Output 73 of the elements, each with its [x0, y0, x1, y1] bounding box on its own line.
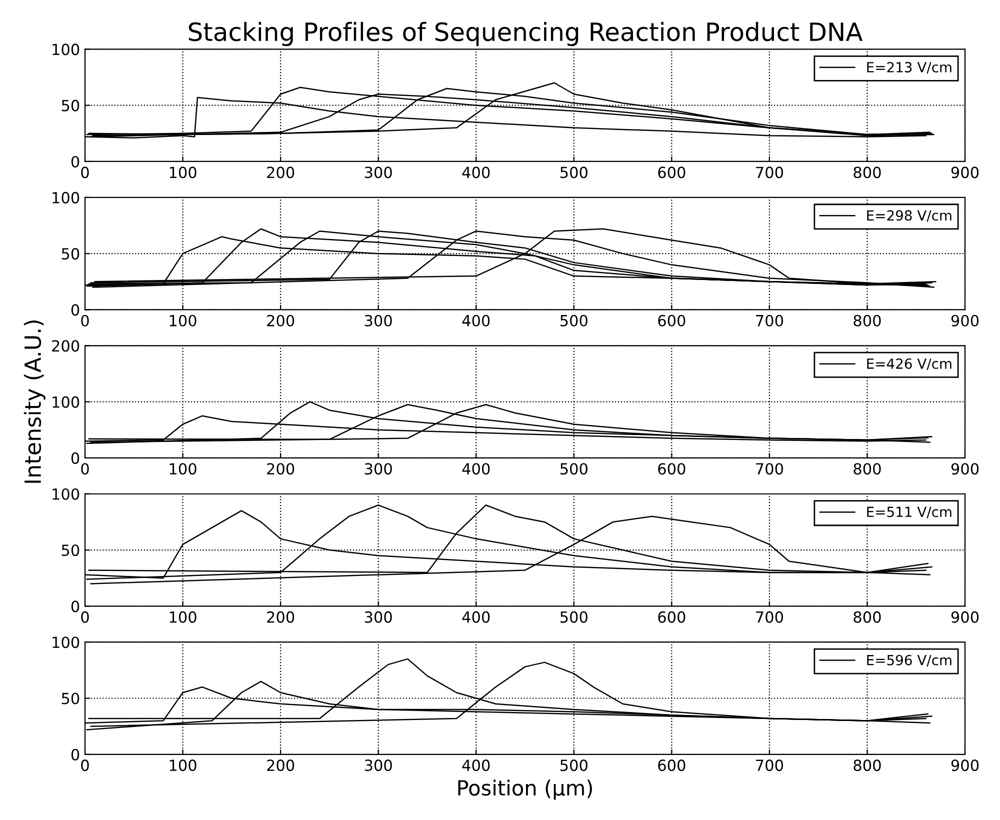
legend-label: E=213 V/cm [867, 62, 952, 74]
y-tick-label: 0 [71, 156, 80, 168]
y-tick-label: 100 [52, 488, 80, 500]
legend-label: E=426 V/cm [867, 358, 952, 370]
x-tick-label: 800 [854, 463, 881, 475]
x-tick-label: 400 [462, 611, 490, 623]
x-tick-label: 700 [756, 611, 784, 623]
x-tick-label: 700 [756, 463, 784, 475]
y-tick-label: 50 [62, 100, 80, 112]
x-tick-label: 200 [267, 314, 294, 326]
y-tick-label: 100 [52, 396, 80, 408]
y-tick-label: 0 [71, 304, 80, 316]
x-tick-label: 300 [364, 314, 392, 326]
x-tick-label: 400 [462, 760, 490, 772]
x-tick-label: 0 [81, 611, 89, 623]
x-tick-label: 800 [854, 760, 881, 772]
y-tick-label: 50 [62, 544, 80, 556]
y-tick-label: 0 [71, 748, 80, 760]
x-tick-label: 0 [81, 314, 89, 326]
legend-label: E=596 V/cm [867, 654, 952, 666]
legend-label: E=511 V/cm [867, 506, 952, 518]
y-tick-label: 50 [62, 248, 80, 260]
x-tick-label: 500 [560, 463, 588, 475]
y-tick-label: 200 [52, 340, 80, 352]
x-tick-label: 800 [854, 314, 881, 326]
x-tick-label: 0 [81, 166, 89, 178]
x-tick-label: 200 [267, 463, 294, 475]
x-tick-label: 200 [267, 166, 294, 178]
x-tick-label: 900 [951, 611, 979, 623]
x-tick-label: 0 [81, 463, 89, 475]
chart-title: Stacking Profiles of Sequencing Reaction Product DNA [188, 22, 863, 46]
legend-label: E=298 V/cm [867, 210, 952, 222]
x-tick-label: 600 [658, 760, 686, 772]
x-tick-label: 100 [170, 760, 196, 772]
x-tick-label: 100 [170, 611, 196, 623]
x-tick-label: 300 [364, 611, 392, 623]
y-axis-title: Intensity (A.U.) [24, 320, 46, 483]
x-tick-label: 100 [170, 314, 196, 326]
x-axis-title: Position (µm) [458, 780, 592, 800]
x-tick-label: 800 [854, 166, 881, 178]
x-tick-label: 500 [560, 314, 588, 326]
x-tick-label: 900 [951, 314, 979, 326]
x-tick-label: 900 [951, 463, 979, 475]
x-tick-label: 400 [462, 314, 490, 326]
x-tick-label: 600 [658, 463, 686, 475]
x-tick-label: 600 [658, 611, 686, 623]
x-tick-label: 300 [364, 463, 392, 475]
x-tick-label: 200 [267, 760, 294, 772]
x-tick-label: 500 [560, 166, 588, 178]
x-tick-label: 700 [756, 166, 784, 178]
y-tick-label: 100 [52, 636, 80, 648]
x-tick-label: 900 [951, 166, 979, 178]
x-tick-label: 600 [658, 166, 686, 178]
x-tick-label: 400 [462, 166, 490, 178]
y-tick-label: 0 [71, 600, 80, 612]
x-tick-label: 700 [756, 314, 784, 326]
y-tick-label: 100 [52, 44, 80, 56]
x-tick-label: 700 [756, 760, 784, 772]
x-tick-label: 900 [951, 760, 979, 772]
x-tick-label: 100 [170, 166, 196, 178]
y-tick-label: 0 [71, 452, 80, 464]
y-tick-label: 100 [52, 192, 80, 204]
y-tick-label: 50 [62, 692, 80, 704]
x-tick-label: 300 [364, 166, 392, 178]
x-tick-label: 300 [364, 760, 392, 772]
x-tick-label: 400 [462, 463, 490, 475]
x-tick-label: 500 [560, 611, 588, 623]
x-tick-label: 200 [267, 611, 294, 623]
x-tick-label: 600 [658, 314, 686, 326]
x-tick-label: 0 [81, 760, 89, 772]
x-tick-label: 500 [560, 760, 588, 772]
x-tick-label: 100 [170, 463, 196, 475]
x-tick-label: 800 [854, 611, 881, 623]
